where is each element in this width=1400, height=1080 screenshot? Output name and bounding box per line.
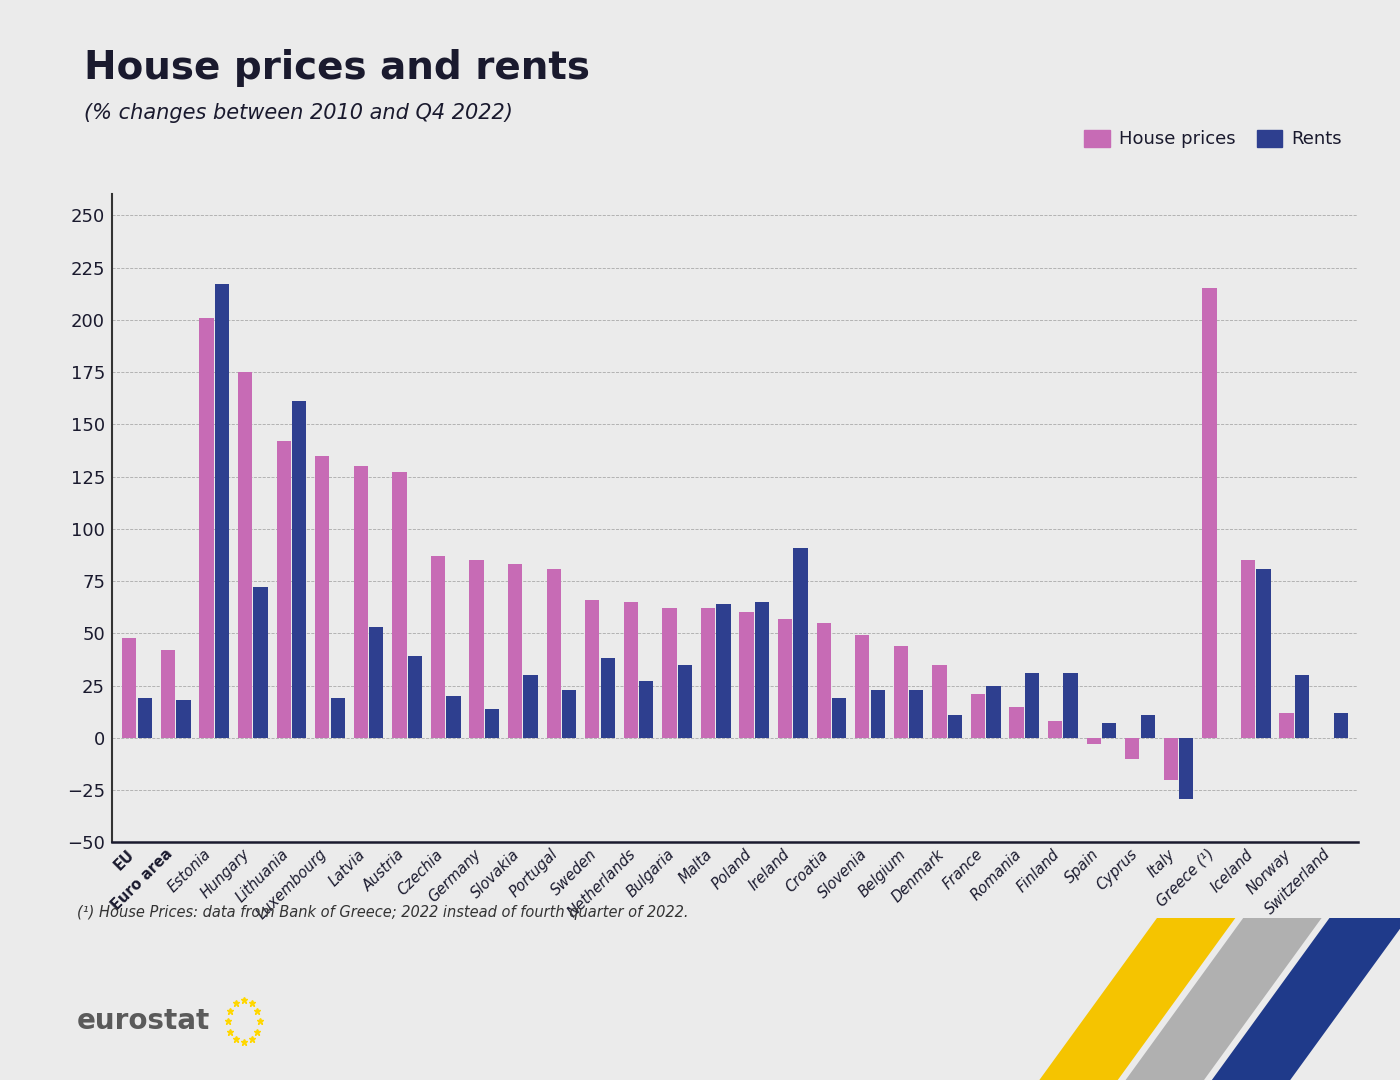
Bar (238, 373, 252, 738)
Polygon shape (1039, 918, 1235, 1080)
Bar (832, 698, 846, 738)
Bar (1163, 738, 1177, 780)
Bar (1009, 706, 1023, 738)
Bar (1240, 561, 1256, 738)
Bar (469, 561, 483, 738)
Bar (601, 659, 615, 738)
Bar (755, 602, 769, 738)
Bar (293, 402, 307, 738)
Bar (508, 565, 522, 738)
Bar (561, 690, 577, 738)
Bar (678, 664, 692, 738)
Bar (370, 627, 384, 738)
Polygon shape (1126, 918, 1322, 1080)
Bar (948, 715, 962, 738)
Bar (1086, 738, 1100, 744)
Bar (1064, 673, 1078, 738)
Bar (970, 694, 986, 738)
Bar (1049, 721, 1063, 738)
Bar (407, 657, 421, 738)
Bar (893, 646, 909, 738)
Bar (253, 588, 267, 738)
Bar (739, 612, 753, 738)
Bar (987, 686, 1001, 738)
Bar (640, 681, 654, 738)
Bar (717, 604, 731, 738)
Bar (1025, 673, 1039, 738)
Text: eurostat: eurostat (77, 1007, 210, 1035)
Bar (447, 697, 461, 738)
Bar (1203, 288, 1217, 738)
Bar (855, 635, 869, 738)
Bar (1295, 675, 1309, 738)
Bar (161, 650, 175, 738)
Bar (315, 456, 329, 738)
Polygon shape (1212, 918, 1400, 1080)
Bar (778, 619, 792, 738)
Bar (392, 472, 406, 738)
Bar (1141, 715, 1155, 738)
Bar (524, 675, 538, 738)
Bar (330, 698, 344, 738)
Bar (909, 690, 924, 738)
Bar (816, 623, 830, 738)
Bar (1280, 713, 1294, 738)
Bar (1256, 568, 1271, 738)
Text: (% changes between 2010 and Q4 2022): (% changes between 2010 and Q4 2022) (84, 103, 512, 123)
Bar (214, 284, 230, 738)
Text: (¹) House Prices: data from Bank of Greece; 2022 instead of fourth quarter of 20: (¹) House Prices: data from Bank of Gree… (77, 905, 689, 920)
Bar (932, 664, 946, 738)
Bar (137, 698, 153, 738)
Bar (1126, 738, 1140, 759)
Bar (662, 608, 676, 738)
Bar (431, 556, 445, 738)
Bar (277, 441, 291, 738)
Bar (624, 602, 638, 738)
Legend: House prices, Rents: House prices, Rents (1077, 122, 1350, 156)
Bar (794, 548, 808, 738)
Bar (1102, 724, 1116, 738)
Bar (122, 637, 136, 738)
Bar (354, 467, 368, 738)
Bar (546, 568, 561, 738)
Bar (484, 708, 500, 738)
Text: House prices and rents: House prices and rents (84, 49, 589, 86)
Bar (871, 690, 885, 738)
Bar (1334, 713, 1348, 738)
Bar (199, 318, 214, 738)
Bar (701, 608, 715, 738)
Bar (1179, 738, 1193, 798)
Bar (585, 599, 599, 738)
Bar (176, 700, 190, 738)
